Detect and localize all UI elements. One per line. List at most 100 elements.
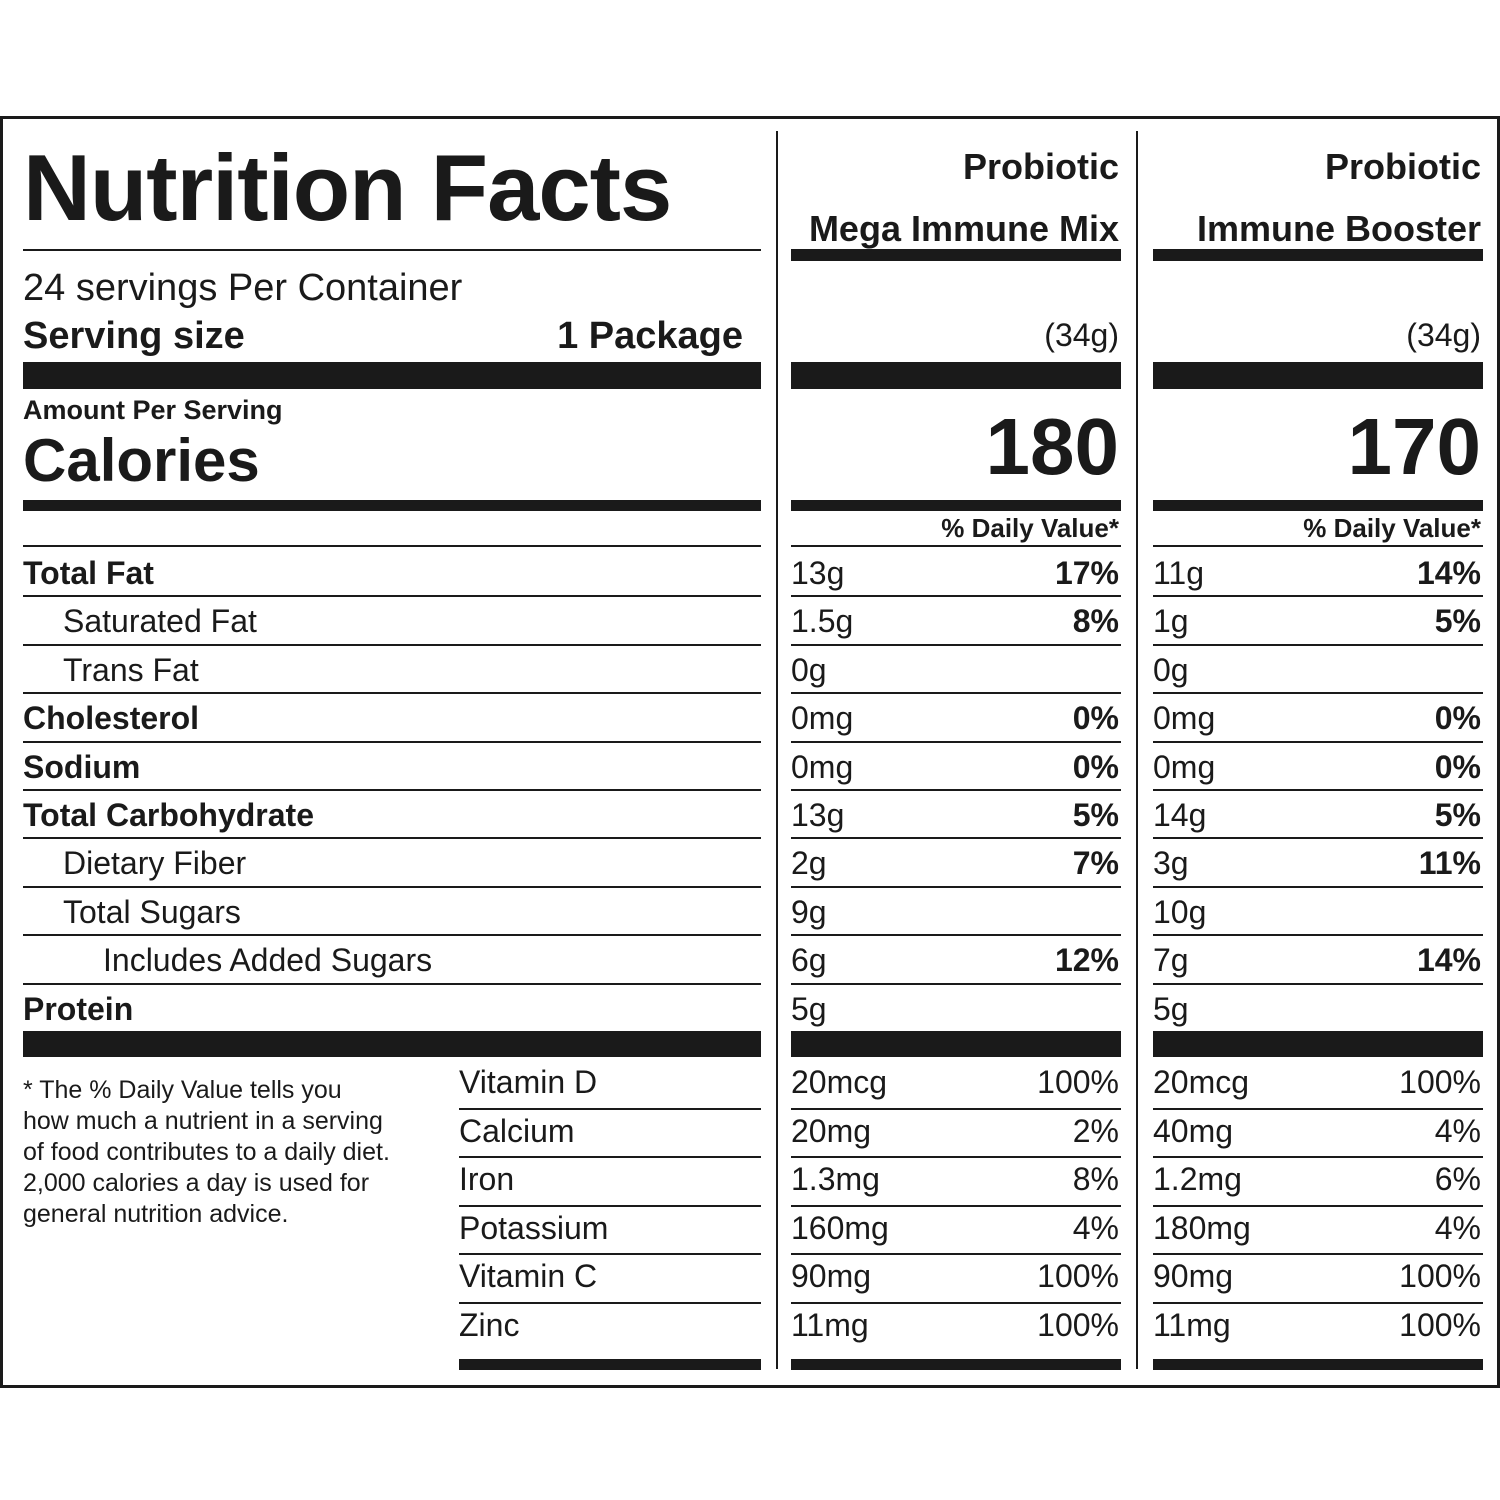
footnote-line-3: of food contributes to a daily diet. [23,1138,390,1166]
vitamin-label: Iron [459,1161,515,1197]
vitamin-label: Vitamin C [459,1258,598,1294]
product-1-vitamin-dv: 8% [1072,1161,1119,1197]
row-rule-p2 [1153,789,1483,791]
dv-header-rule-p2 [1153,545,1483,547]
product-2-vitamin-amount: 11mg [1153,1307,1231,1343]
serving-size-label: Serving size [23,315,245,357]
product-1-amount: 13g [791,555,845,591]
row-rule-p1 [791,692,1121,694]
product-2-amount: 0g [1153,652,1189,688]
vitamin-rule-left [459,1108,761,1110]
calories-label: Calories [23,427,260,494]
nutrient-label: Total Fat [23,555,154,591]
product-2-vitamin-dv: 100% [1399,1064,1481,1100]
vitamin-label: Potassium [459,1210,609,1246]
product-2-vitamin-dv: 100% [1399,1258,1481,1294]
product-1-vitamin-dv: 100% [1037,1064,1119,1100]
row-rule-p1 [791,837,1121,839]
bottom-bar-p1 [791,1359,1121,1370]
row-rule-p2 [1153,983,1483,985]
row-rule-p1 [791,741,1121,743]
product-1-vitamin-amount: 160mg [791,1210,889,1246]
product-2-vitamin-dv: 4% [1434,1210,1481,1246]
vitamin-rule-p1 [791,1156,1121,1158]
product-1-top-bar [791,249,1121,261]
vitamin-rule-p1 [791,1253,1121,1255]
vitamin-rule-p2 [1153,1205,1483,1207]
vitamin-rule-left [459,1205,761,1207]
nutrient-label: Protein [23,991,134,1027]
product-1-amount: 0g [791,652,827,688]
row-rule-left [23,934,761,936]
product-2-amount: 11g [1153,555,1205,591]
product-1-amount: 5g [791,991,827,1027]
row-rule-p1 [791,789,1121,791]
footnote: * The % Daily Value tells you how much a… [23,1075,443,1230]
product-1-vitamin-amount: 20mcg [791,1064,888,1100]
product-1-amount: 1.5g [791,603,854,639]
vitamin-rule-left [459,1156,761,1158]
thick-rule-2 [23,500,761,511]
product-2-amount: 10g [1153,894,1207,930]
product-2-vitamin-dv: 100% [1399,1307,1481,1343]
product-2-line2: Immune Booster [1196,208,1481,249]
product-1-daily-value: 0% [1072,749,1119,785]
product-1-vitamin-amount: 90mg [791,1258,872,1294]
serving-size-value: 1 Package [557,315,743,357]
bottom-bar-p2 [1153,1359,1483,1370]
product-2-vitamin-dv: 6% [1434,1161,1481,1197]
product-2-line1: Probiotic [1324,146,1481,187]
product-2-vitamin-amount: 40mg [1153,1113,1234,1149]
vitamins-thick-rule-p2 [1153,1031,1483,1057]
product-1-amount: 9g [791,894,827,930]
product-1-amount: 13g [791,797,845,833]
row-rule-p2 [1153,837,1483,839]
row-rule-p2 [1153,692,1483,694]
row-rule-left [23,789,761,791]
product-1-name: Probiotic Mega Immune Mix [791,147,1119,249]
row-rule-p2 [1153,741,1483,743]
nutrient-label: Saturated Fat [63,603,257,639]
product-2-daily-value: 14% [1416,555,1481,591]
product-1-amount: 2g [791,845,827,881]
product-2-amount: 0mg [1153,700,1216,736]
footnote-line-5: general nutrition advice. [23,1200,289,1228]
product-2-daily-value: 14% [1416,942,1481,978]
product-2-daily-value: 5% [1434,797,1481,833]
product-1-daily-value: 12% [1054,942,1119,978]
product-2-amount: 1g [1153,603,1189,639]
product-1-weight: (34g) [1044,317,1119,353]
vitamin-label: Calcium [459,1113,575,1149]
product-1-line1: Probiotic [962,146,1119,187]
product-1-daily-value: 7% [1072,845,1119,881]
product-2-vitamin-amount: 180mg [1153,1210,1251,1246]
product-1-vitamin-amount: 1.3mg [791,1161,880,1197]
row-rule-p1 [791,934,1121,936]
row-rule-left [23,692,761,694]
column-divider-1 [776,131,778,1369]
row-rule-p2 [1153,595,1483,597]
product-1-vitamin-dv: 4% [1072,1210,1119,1246]
vitamins-thick-rule-p1 [791,1031,1121,1057]
product-2-vitamin-dv: 4% [1434,1113,1481,1149]
row-rule-p1 [791,595,1121,597]
product-1-thick-rule-2 [791,500,1121,511]
product-1-vitamin-dv: 100% [1037,1258,1119,1294]
product-1-daily-value: 17% [1054,555,1119,591]
product-1-amount: 6g [791,942,827,978]
product-2-amount: 5g [1153,991,1189,1027]
vitamin-label: Zinc [459,1307,520,1343]
row-rule-p2 [1153,886,1483,888]
product-2-thick-rule-2 [1153,500,1483,511]
row-rule-p2 [1153,934,1483,936]
vitamin-rule-p2 [1153,1253,1483,1255]
servings-per-container: 24 servings Per Container [23,267,463,309]
product-1-daily-value: 5% [1072,797,1119,833]
product-2-dv-header: % Daily Value* [1303,513,1481,543]
product-2-calories: 170 [1347,402,1481,491]
product-2-daily-value: 11% [1418,845,1481,881]
product-2-vitamin-amount: 1.2mg [1153,1161,1242,1197]
vitamin-rule-p1 [791,1302,1121,1304]
product-1-amount: 0mg [791,749,854,785]
dv-header-rule-left [23,545,761,547]
